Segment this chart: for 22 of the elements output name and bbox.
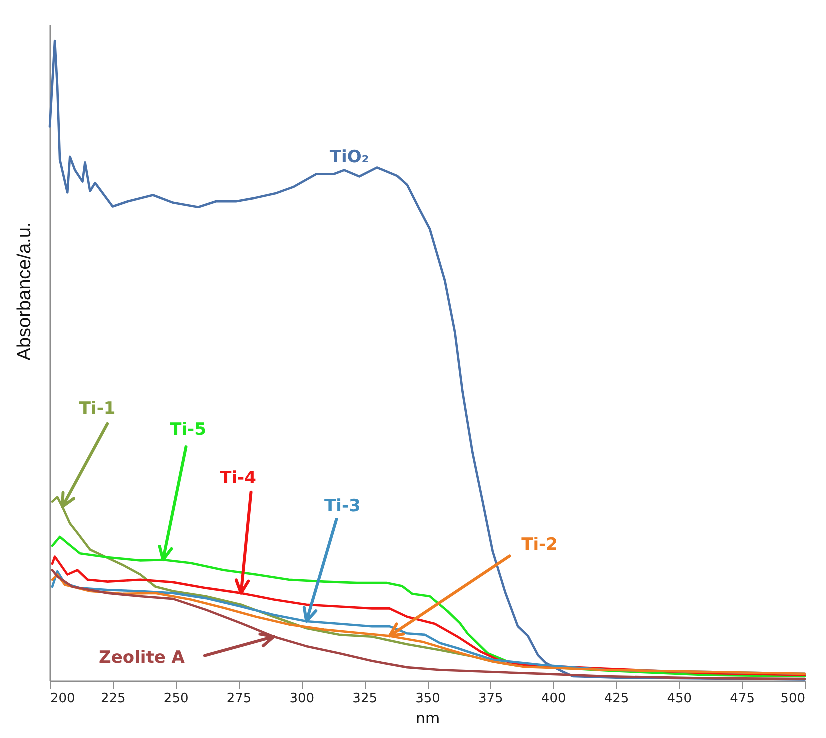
y-axis-title: Absorbance/a.u.: [14, 222, 36, 361]
legend-label: Zeolite A: [99, 648, 186, 668]
text: Ti-2: [522, 535, 558, 556]
x-tick-label: 275: [226, 692, 252, 706]
x-tick-label: 475: [730, 692, 755, 706]
text: Ti-5: [170, 420, 206, 440]
x-tick-label: 500: [780, 692, 806, 706]
x-tick-label: 400: [541, 692, 566, 706]
x-tick-label: 300: [290, 692, 315, 706]
x-tick-label: 200: [50, 692, 76, 706]
x-axis-title: nm: [416, 710, 440, 728]
x-tick-label: 375: [478, 692, 504, 706]
text: Ti-1: [79, 398, 116, 419]
text: Ti-4: [220, 468, 257, 488]
x-tick-label: 350: [416, 692, 440, 706]
series-label: TiO₂: [330, 148, 370, 168]
x-tick-label: 225: [101, 692, 126, 706]
x-tick-label: 450: [667, 692, 692, 706]
x-tick-label: 325: [352, 692, 378, 706]
x-tick-label: 425: [604, 692, 630, 706]
text: Ti-3: [324, 496, 361, 516]
x-tick-label: 250: [164, 692, 189, 706]
